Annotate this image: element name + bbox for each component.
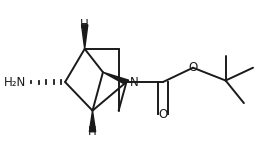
Polygon shape xyxy=(82,25,88,49)
Polygon shape xyxy=(89,111,96,132)
Text: O: O xyxy=(158,108,168,121)
Text: O: O xyxy=(188,61,198,74)
Text: H: H xyxy=(88,125,97,138)
Text: H₂N: H₂N xyxy=(4,76,26,88)
Polygon shape xyxy=(103,72,129,84)
Text: N: N xyxy=(130,76,139,88)
Text: H: H xyxy=(80,18,89,31)
